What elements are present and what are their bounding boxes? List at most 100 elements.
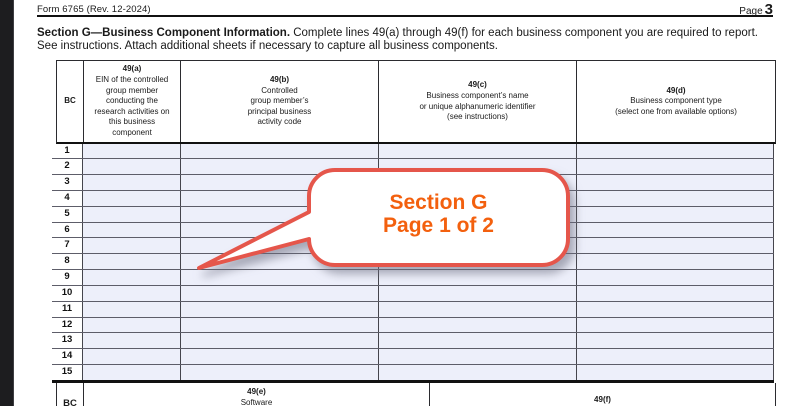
row-cell-49b[interactable]: [180, 143, 378, 159]
row-number: 15: [61, 366, 73, 378]
header-label-49a: 49(a): [122, 64, 142, 74]
row-cell-49b[interactable]: [180, 175, 378, 190]
row-number: 10: [61, 286, 73, 298]
row-cell-49a[interactable]: [83, 207, 180, 222]
header2-49e-label: 49(e): [247, 387, 266, 396]
row-cell-49c[interactable]: [378, 159, 576, 175]
row-cell-49c[interactable]: [378, 285, 576, 301]
header-line: Business component’s name: [426, 90, 529, 100]
row-cell-49a[interactable]: [83, 159, 180, 174]
header-line: group member: [105, 85, 159, 95]
row-cell-49b[interactable]: [180, 365, 378, 380]
header-line: activity code: [257, 117, 302, 127]
table-row: 13: [52, 333, 774, 350]
row-cell-49b[interactable]: [180, 285, 378, 301]
callout-line2: Page 1 of 2: [383, 214, 494, 237]
row-cell-49d[interactable]: [576, 333, 773, 349]
row-cells: [82, 270, 774, 285]
header2-49e-subtitle: Software: [240, 397, 273, 406]
row-cell-49d[interactable]: [576, 206, 773, 222]
row-cells: [82, 365, 774, 380]
row-number: 5: [64, 207, 70, 219]
table-row: 10: [52, 285, 774, 302]
row-cell-49a[interactable]: [83, 223, 180, 238]
row-number: 8: [64, 255, 70, 267]
row-cell-49d[interactable]: [576, 317, 773, 333]
row-cell-49d[interactable]: [576, 270, 773, 285]
row-cell-49c[interactable]: [378, 333, 576, 349]
row-cell-49a[interactable]: [83, 144, 180, 159]
row-cell-49b[interactable]: [180, 333, 378, 349]
row-number: 4: [64, 191, 70, 203]
row-number: 2: [64, 160, 70, 172]
header-line: component: [112, 127, 152, 137]
row-cell-49a[interactable]: [83, 191, 180, 206]
row-cell-49a[interactable]: [83, 175, 180, 190]
row-cell-49b[interactable]: [180, 159, 378, 175]
table-header-2: BC 49(e) Software 49(f): [56, 382, 776, 406]
row-cell-49d[interactable]: [576, 254, 773, 270]
row-cell-49b[interactable]: [180, 190, 378, 206]
row-cell-49d[interactable]: [576, 175, 773, 190]
header-label-49d: 49(d): [666, 85, 686, 95]
row-cell-49d[interactable]: [576, 365, 773, 380]
row-cell-49a[interactable]: [83, 286, 180, 301]
row-cell-49b[interactable]: [180, 222, 378, 238]
row-cell-49b[interactable]: [180, 206, 378, 222]
row-cell-49a[interactable]: [83, 333, 180, 348]
header-col-bc: BC: [64, 96, 76, 106]
section-divider-rule: [52, 380, 774, 383]
row-cell-49c[interactable]: [378, 317, 576, 333]
table-row: 14: [52, 349, 774, 366]
row-cell-49a[interactable]: [83, 254, 180, 269]
row-cell-49b[interactable]: [180, 254, 378, 270]
callout-text: Section G Page 1 of 2: [309, 170, 568, 262]
row-cell-49a[interactable]: [83, 302, 180, 317]
row-cell-49b[interactable]: [180, 349, 378, 365]
row-cell-49d[interactable]: [576, 222, 773, 238]
form-id-text: Form 6765 (Rev. 12-2024): [37, 4, 151, 15]
row-cell-49d[interactable]: [576, 285, 773, 301]
header-col-49a: 49(a) EIN of the controlled group member co…: [83, 61, 180, 142]
header2-bc-label: BC: [63, 397, 77, 406]
row-number: 1: [64, 144, 70, 156]
header-col-49b: 49(b) Controlled group member’s principal b…: [180, 61, 378, 142]
row-cell-49a[interactable]: [83, 349, 180, 364]
header-line: (select one from available options): [615, 106, 737, 116]
section-g-intro: Section G—Business Component Information…: [37, 27, 775, 53]
row-cell-49c[interactable]: [378, 143, 576, 159]
callout-line1: Section G: [389, 190, 488, 214]
row-cell-49a[interactable]: [83, 365, 180, 380]
table-row: 11: [52, 301, 774, 318]
row-cell-49a[interactable]: [83, 270, 180, 285]
page-number-value: 3: [764, 1, 773, 18]
header-line: principal business: [247, 106, 312, 116]
header-line: conducting the: [105, 96, 159, 106]
table-row: 15: [52, 365, 774, 380]
row-cell-49d[interactable]: [576, 238, 773, 254]
row-cell-49d[interactable]: [576, 301, 773, 317]
row-cell-49b[interactable]: [180, 238, 378, 254]
row-cell-49d[interactable]: [576, 159, 773, 175]
row-cell-49c[interactable]: [378, 349, 576, 365]
row-cell-49c[interactable]: [378, 365, 576, 380]
row-cell-49b[interactable]: [180, 301, 378, 317]
row-number: 13: [61, 334, 73, 346]
row-cell-49b[interactable]: [180, 270, 378, 285]
row-cell-49a[interactable]: [83, 318, 180, 333]
row-cell-49c[interactable]: [378, 301, 576, 317]
row-cells: [82, 317, 774, 333]
page-word: Page: [739, 6, 763, 17]
row-cells: [82, 333, 774, 349]
viewer-dark-edge: [0, 0, 14, 406]
row-cell-49b[interactable]: [180, 317, 378, 333]
row-cell-49d[interactable]: [576, 143, 773, 159]
header-line: group member’s: [250, 96, 309, 106]
header-line: Controlled: [261, 85, 298, 95]
row-cell-49d[interactable]: [576, 349, 773, 365]
row-cell-49c[interactable]: [378, 270, 576, 285]
row-number: 11: [61, 302, 73, 314]
row-number: 3: [64, 176, 70, 188]
row-cell-49d[interactable]: [576, 190, 773, 206]
row-cell-49a[interactable]: [83, 238, 180, 253]
